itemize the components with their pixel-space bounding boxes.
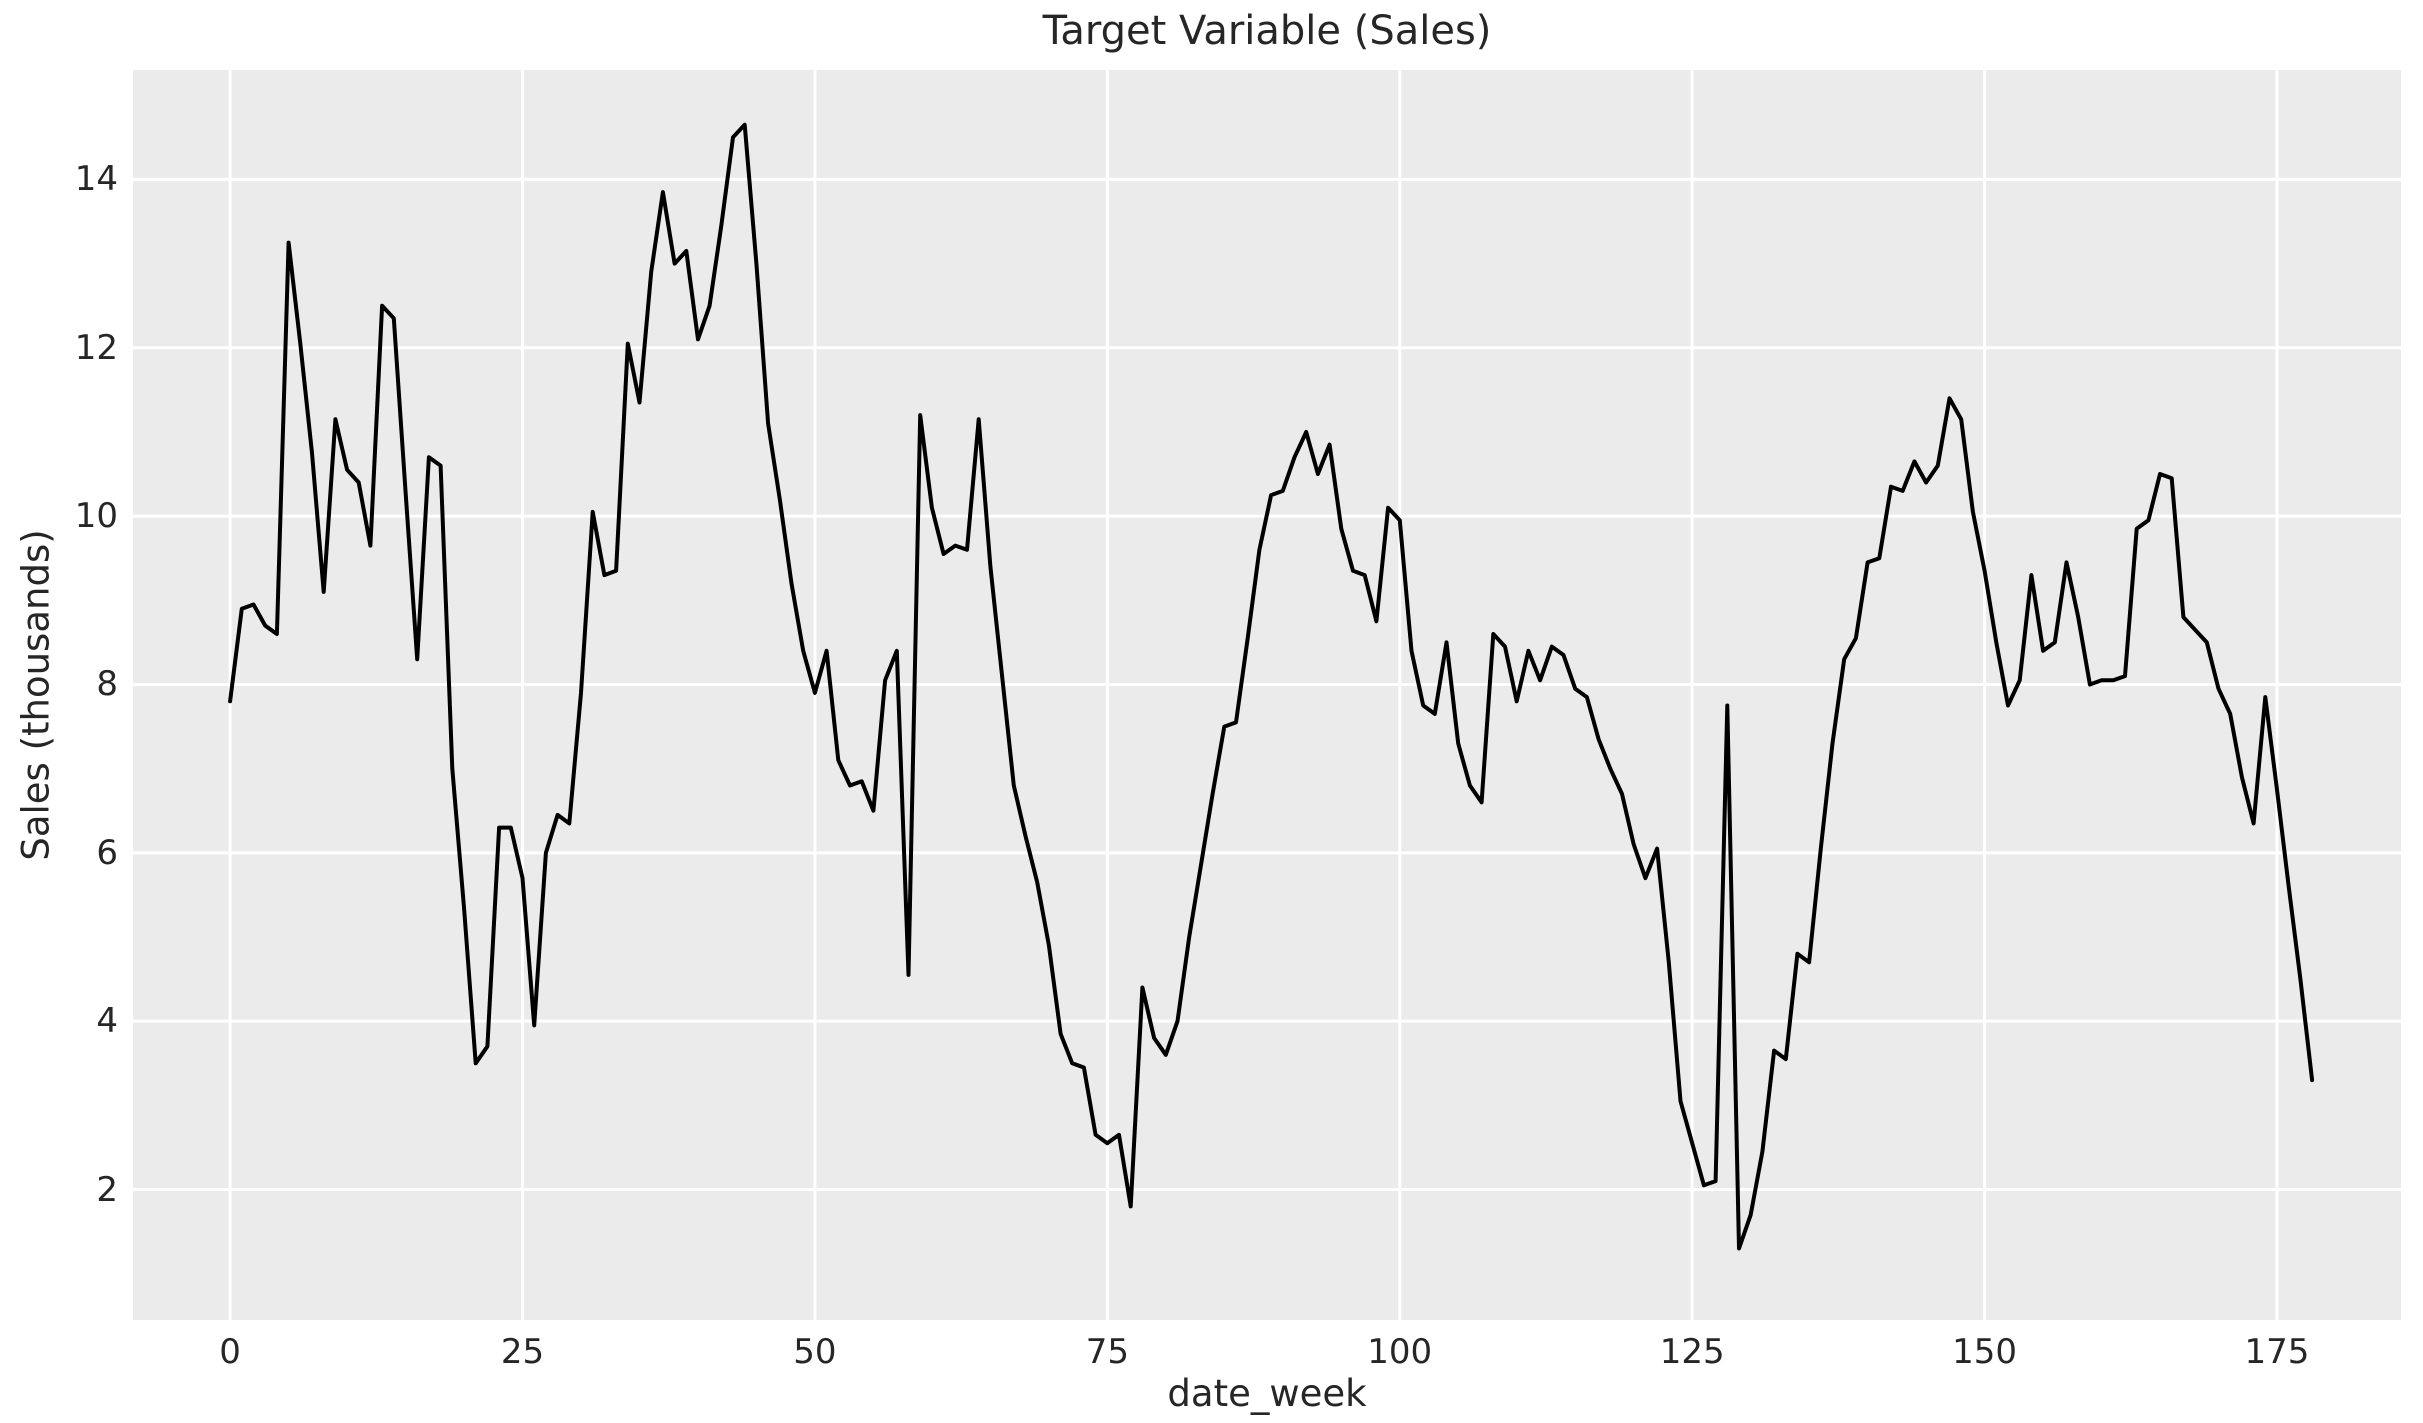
y-tick-label: 4	[96, 1001, 118, 1042]
x-tick-label: 150	[1952, 1332, 2018, 1372]
y-tick-label: 2	[96, 1169, 118, 1210]
y-axis-label: Sales (thousands)	[14, 529, 58, 861]
x-axis-label: date_week	[1167, 1372, 1367, 1415]
y-tick-label: 12	[74, 327, 118, 368]
x-tick-label: 0	[219, 1332, 241, 1372]
x-tick-label: 50	[793, 1332, 837, 1372]
x-tick-label: 100	[1367, 1332, 1433, 1372]
y-tick-label: 14	[74, 159, 118, 200]
x-tick-label: 175	[2244, 1332, 2310, 1372]
x-tick-label: 25	[500, 1332, 545, 1372]
plot-background	[133, 70, 2401, 1320]
y-tick-label: 8	[96, 664, 118, 705]
plot-area	[133, 70, 2401, 1320]
x-tick-label: 75	[1085, 1332, 1129, 1372]
chart-title: Target Variable (Sales)	[1042, 8, 1492, 54]
sales-line	[228, 122, 2315, 1251]
y-tick-label: 10	[74, 496, 118, 537]
x-tick-label: 125	[1659, 1332, 1725, 1372]
line-chart	[133, 70, 2401, 1320]
y-tick-label: 6	[96, 832, 118, 873]
